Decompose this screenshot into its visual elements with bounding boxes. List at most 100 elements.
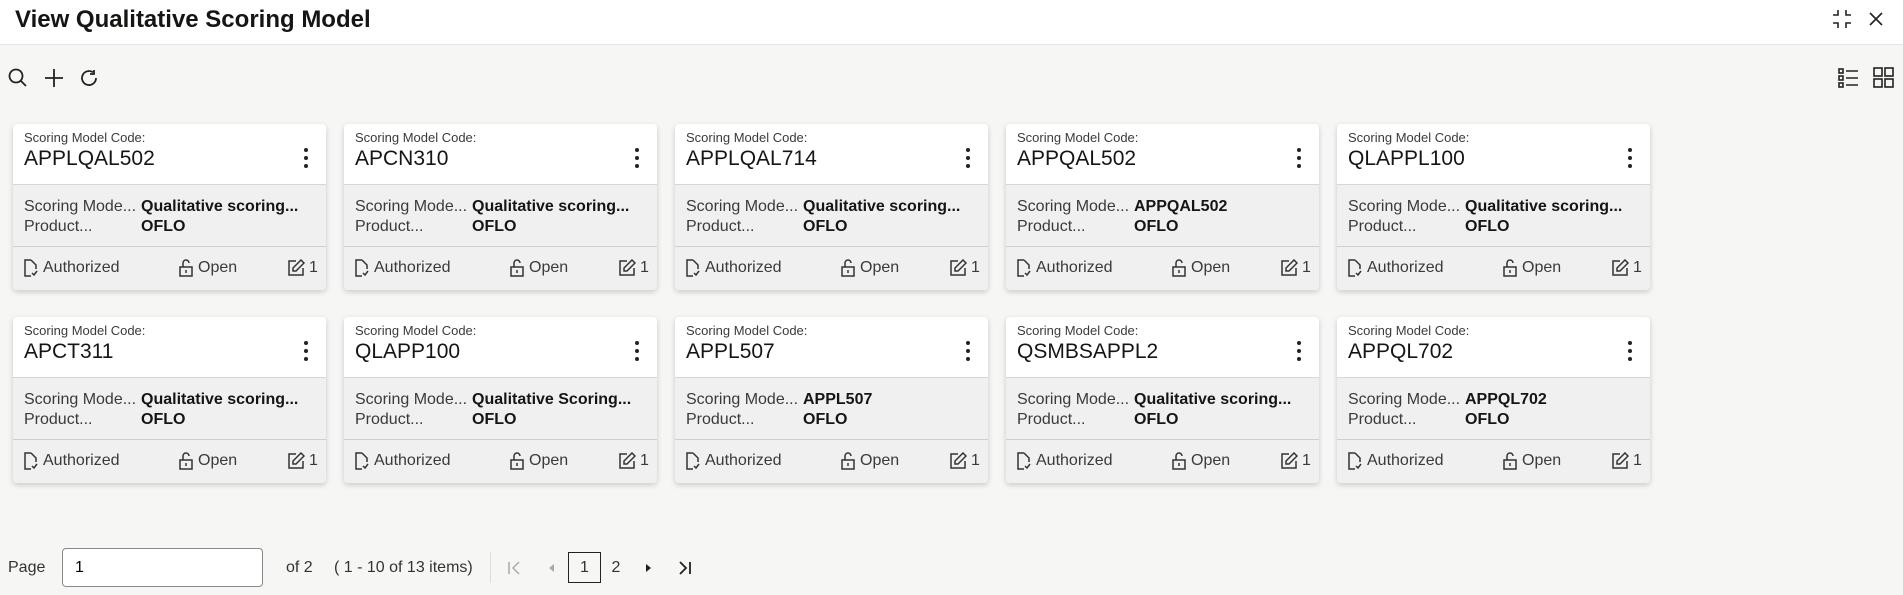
card-footer: Authorized Open 1 bbox=[1006, 247, 1319, 290]
more-options-icon[interactable] bbox=[631, 146, 643, 170]
next-page-icon[interactable] bbox=[643, 552, 655, 583]
unlock-icon bbox=[179, 452, 193, 470]
product-value: OFLO bbox=[803, 218, 848, 235]
more-options-icon[interactable] bbox=[1624, 339, 1636, 363]
pagination: Page of 2 ( 1 - 10 of 13 items) 1 2 bbox=[0, 548, 800, 588]
name-label: Scoring Mode... bbox=[355, 391, 468, 408]
refresh-icon[interactable] bbox=[77, 66, 101, 90]
search-icon[interactable] bbox=[6, 66, 30, 90]
status-text: Authorized bbox=[374, 259, 451, 276]
more-options-icon[interactable] bbox=[962, 146, 974, 170]
scoring-model-card[interactable]: Scoring Model Code: QLAPPL100 Scoring Mo… bbox=[1337, 124, 1650, 290]
page-2-button[interactable]: 2 bbox=[611, 558, 621, 576]
version-count: 1 bbox=[1633, 259, 1642, 276]
model-code: QSMBSAPPL2 bbox=[1017, 340, 1159, 363]
add-icon[interactable] bbox=[42, 66, 66, 90]
list-view-icon[interactable] bbox=[1837, 66, 1861, 90]
card-details: Scoring Mode... APPQL702 Product... OFLO bbox=[1337, 378, 1650, 440]
code-label: Scoring Model Code: bbox=[355, 323, 477, 338]
card-header: Scoring Model Code: APCN310 bbox=[344, 124, 657, 185]
product-value: OFLO bbox=[1134, 218, 1179, 235]
more-options-icon[interactable] bbox=[300, 146, 312, 170]
card-header: Scoring Model Code: APCT311 bbox=[13, 317, 326, 378]
compress-icon[interactable] bbox=[1829, 6, 1855, 32]
product-value: OFLO bbox=[1134, 411, 1179, 428]
product-label: Product... bbox=[1017, 411, 1086, 428]
card-footer: Authorized Open 1 bbox=[13, 247, 326, 290]
more-options-icon[interactable] bbox=[1293, 339, 1305, 363]
scoring-model-card[interactable]: Scoring Model Code: APPQAL502 Scoring Mo… bbox=[1006, 124, 1319, 290]
card-details: Scoring Mode... Qualitative scoring... Pr… bbox=[344, 185, 657, 247]
more-options-icon[interactable] bbox=[1624, 146, 1636, 170]
card-details: Scoring Mode... Qualitative scoring... Pr… bbox=[13, 185, 326, 247]
more-options-icon[interactable] bbox=[1293, 146, 1305, 170]
code-label: Scoring Model Code: bbox=[1017, 130, 1139, 145]
product-label: Product... bbox=[686, 411, 755, 428]
card-header: Scoring Model Code: QLAPP100 bbox=[344, 317, 657, 378]
page-title: View Qualitative Scoring Model bbox=[15, 6, 371, 33]
first-page-icon[interactable] bbox=[505, 552, 523, 583]
product-label: Product... bbox=[1348, 218, 1417, 235]
model-name: APPQAL502 bbox=[1134, 198, 1228, 215]
more-options-icon[interactable] bbox=[631, 339, 643, 363]
card-header: Scoring Model Code: APPQAL502 bbox=[1006, 124, 1319, 185]
product-label: Product... bbox=[355, 218, 424, 235]
code-label: Scoring Model Code: bbox=[355, 130, 477, 145]
model-code: QLAPP100 bbox=[355, 340, 461, 363]
last-page-icon[interactable] bbox=[676, 552, 694, 583]
page-label: Page bbox=[8, 559, 46, 576]
status-text: Authorized bbox=[1036, 259, 1113, 276]
product-label: Product... bbox=[24, 218, 93, 235]
divider bbox=[490, 552, 491, 583]
edit-icon bbox=[950, 259, 967, 276]
card-footer: Authorized Open 1 bbox=[675, 440, 988, 483]
code-label: Scoring Model Code: bbox=[686, 323, 808, 338]
prev-page-icon[interactable] bbox=[545, 552, 557, 583]
page-1-button[interactable]: 1 bbox=[568, 552, 601, 583]
scoring-model-card[interactable]: Scoring Model Code: APPLQAL714 Scoring M… bbox=[675, 124, 988, 290]
more-options-icon[interactable] bbox=[300, 339, 312, 363]
model-name: Qualitative scoring... bbox=[141, 391, 299, 408]
more-options-icon[interactable] bbox=[962, 339, 974, 363]
model-code: APPL507 bbox=[686, 340, 775, 363]
version-count: 1 bbox=[1302, 452, 1311, 469]
scoring-model-card[interactable]: Scoring Model Code: QSMBSAPPL2 Scoring M… bbox=[1006, 317, 1319, 483]
card-details: Scoring Mode... Qualitative Scoring... Pr… bbox=[344, 378, 657, 440]
edit-icon bbox=[950, 452, 967, 469]
scoring-model-card[interactable]: Scoring Model Code: APCN310 Scoring Mode… bbox=[344, 124, 657, 290]
model-name: Qualitative Scoring... bbox=[472, 391, 632, 408]
edit-icon bbox=[288, 452, 305, 469]
unlock-icon bbox=[1503, 259, 1517, 277]
code-label: Scoring Model Code: bbox=[24, 130, 146, 145]
model-code: APCN310 bbox=[355, 147, 449, 170]
product-value: OFLO bbox=[472, 411, 517, 428]
page-input[interactable] bbox=[62, 548, 263, 587]
version-count: 1 bbox=[309, 259, 318, 276]
card-header: Scoring Model Code: APPL507 bbox=[675, 317, 988, 378]
grid-view-icon[interactable] bbox=[1872, 66, 1896, 90]
authorized-icon bbox=[24, 452, 38, 470]
scoring-model-card[interactable]: Scoring Model Code: APPLQAL502 Scoring M… bbox=[13, 124, 326, 290]
unlock-icon bbox=[510, 452, 524, 470]
authorized-icon bbox=[24, 259, 38, 277]
scoring-model-card[interactable]: Scoring Model Code: APCT311 Scoring Mode… bbox=[13, 317, 326, 483]
card-header: Scoring Model Code: QLAPPL100 bbox=[1337, 124, 1650, 185]
close-icon[interactable] bbox=[1863, 6, 1889, 32]
scoring-model-card[interactable]: Scoring Model Code: QLAPP100 Scoring Mod… bbox=[344, 317, 657, 483]
model-code: QLAPPL100 bbox=[1348, 147, 1465, 170]
unlock-icon bbox=[510, 259, 524, 277]
card-header: Scoring Model Code: APPQL702 bbox=[1337, 317, 1650, 378]
product-value: OFLO bbox=[1465, 218, 1510, 235]
name-label: Scoring Mode... bbox=[686, 391, 799, 408]
model-name: APPL507 bbox=[803, 391, 873, 408]
version-count: 1 bbox=[1302, 259, 1311, 276]
status-text: Authorized bbox=[1036, 452, 1113, 469]
unlock-icon bbox=[841, 452, 855, 470]
model-code: APPLQAL714 bbox=[686, 147, 817, 170]
product-label: Product... bbox=[24, 411, 93, 428]
lock-status: Open bbox=[198, 259, 238, 276]
scoring-model-card[interactable]: Scoring Model Code: APPQL702 Scoring Mod… bbox=[1337, 317, 1650, 483]
scoring-model-card[interactable]: Scoring Model Code: APPL507 Scoring Mode… bbox=[675, 317, 988, 483]
name-label: Scoring Mode... bbox=[1348, 198, 1461, 215]
code-label: Scoring Model Code: bbox=[1348, 130, 1470, 145]
